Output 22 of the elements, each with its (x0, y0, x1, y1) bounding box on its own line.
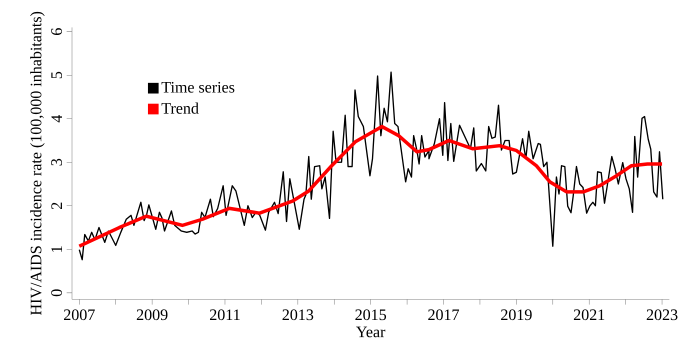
y-axis-title: HIV/AIDS incidence rate (100,000 inhabitants) (30, 12, 45, 316)
x-tick-label: 2021 (574, 309, 604, 320)
x-tick-label: 2023 (646, 309, 678, 320)
legend-label: Time series (162, 82, 234, 93)
y-tick-label: 5 (51, 72, 62, 78)
y-tick-label: 4 (51, 114, 62, 122)
y-tick-label: 0 (51, 289, 62, 296)
y-tick-label: 1 (51, 246, 62, 252)
y-tick-label: 3 (51, 158, 62, 166)
x-tick-label: 2007 (64, 309, 95, 320)
line-series (78, 124, 664, 248)
x-tick-label: 2019 (501, 309, 532, 320)
x-tick-label: 2013 (282, 309, 314, 320)
legend-label: Trend (162, 102, 199, 114)
x-tick-label: 2011 (210, 309, 240, 320)
x-tick-label: 2015 (355, 309, 386, 320)
x-tick-label: 2009 (136, 309, 168, 320)
x-tick-label: 2017 (428, 309, 460, 320)
line-series (78, 71, 664, 260)
x-axis-title: Year (356, 326, 386, 338)
y-tick-label: 6 (51, 28, 62, 35)
y-tick-label: 2 (51, 202, 62, 210)
